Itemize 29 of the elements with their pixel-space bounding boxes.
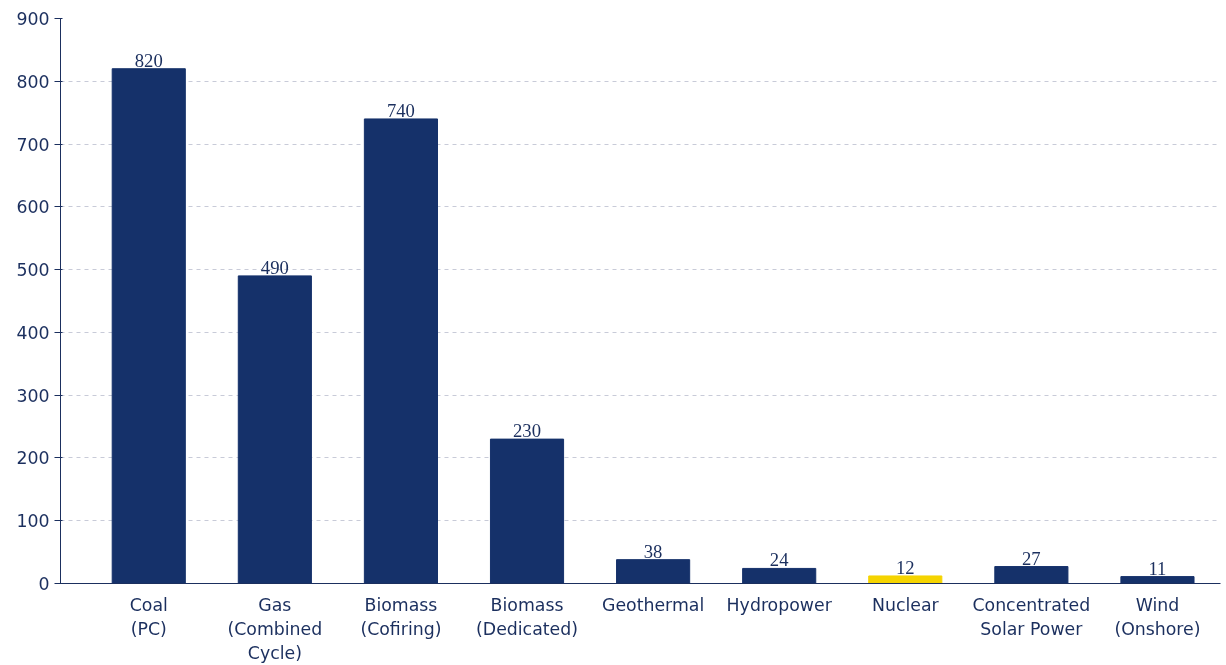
x-tick-label: Concentrated Solar Power [972,594,1091,639]
x-tick-label: Geothermal [601,594,705,615]
y-tick-label: 300 [16,385,50,406]
x-tick-label: Biomass (Dedicated) [476,594,579,639]
y-tick-label: 600 [16,197,50,218]
y-tick-label: 0 [38,574,50,594]
data-label: 820 [134,49,163,71]
x-tick-label: Wind (Onshore) [1114,594,1201,639]
data-label: 11 [1148,557,1167,579]
y-tick-label: 500 [16,260,50,281]
data-label: 38 [643,540,663,562]
y-tick-label: 900 [16,9,50,29]
data-label: 24 [769,549,790,571]
data-label: 230 [513,420,542,442]
x-tick-label: Coal (PC) [129,594,168,639]
x-tick-label: Hydropower [726,594,833,615]
y-tick-label: 100 [16,511,50,532]
data-label: 740 [386,99,415,121]
bar [868,575,943,584]
data-label: 27 [1022,547,1041,569]
y-tick-label: 200 [16,448,50,469]
y-tick-label: 800 [16,71,50,92]
data-label: 490 [260,256,289,278]
x-tick-label: Biomass (Cofiring) [360,594,442,639]
x-tick-label: Nuclear [871,594,940,615]
x-tick-label: Gas (Combined Cycle) [227,594,323,663]
y-tick-label: 700 [16,134,50,155]
data-label: 12 [895,556,915,578]
y-tick-label: 400 [16,322,50,343]
